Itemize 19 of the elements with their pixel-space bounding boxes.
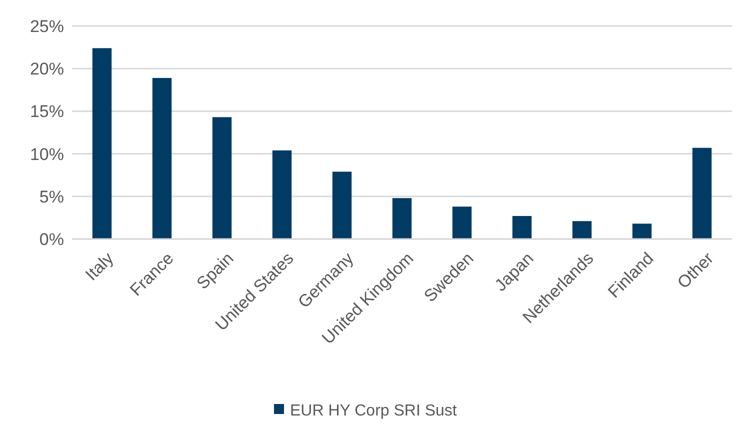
bar xyxy=(152,78,172,239)
bar xyxy=(512,216,532,239)
y-tick-label: 20% xyxy=(30,60,64,79)
bar xyxy=(332,172,352,239)
y-tick-label: 0% xyxy=(39,230,64,249)
bar xyxy=(452,206,472,239)
bar xyxy=(392,198,412,239)
bar xyxy=(632,224,652,239)
bar xyxy=(212,117,232,239)
y-tick-label: 25% xyxy=(30,16,64,36)
legend-label: EUR HY Corp SRI Sust xyxy=(290,402,458,420)
x-tick-label: Italy xyxy=(82,248,118,284)
bar xyxy=(572,221,592,239)
bar xyxy=(92,48,112,239)
bar xyxy=(272,150,292,239)
y-tick-label: 5% xyxy=(39,187,64,206)
y-tick-label: 10% xyxy=(30,144,64,164)
y-tick-label: 15% xyxy=(30,102,64,122)
bar xyxy=(692,148,712,239)
